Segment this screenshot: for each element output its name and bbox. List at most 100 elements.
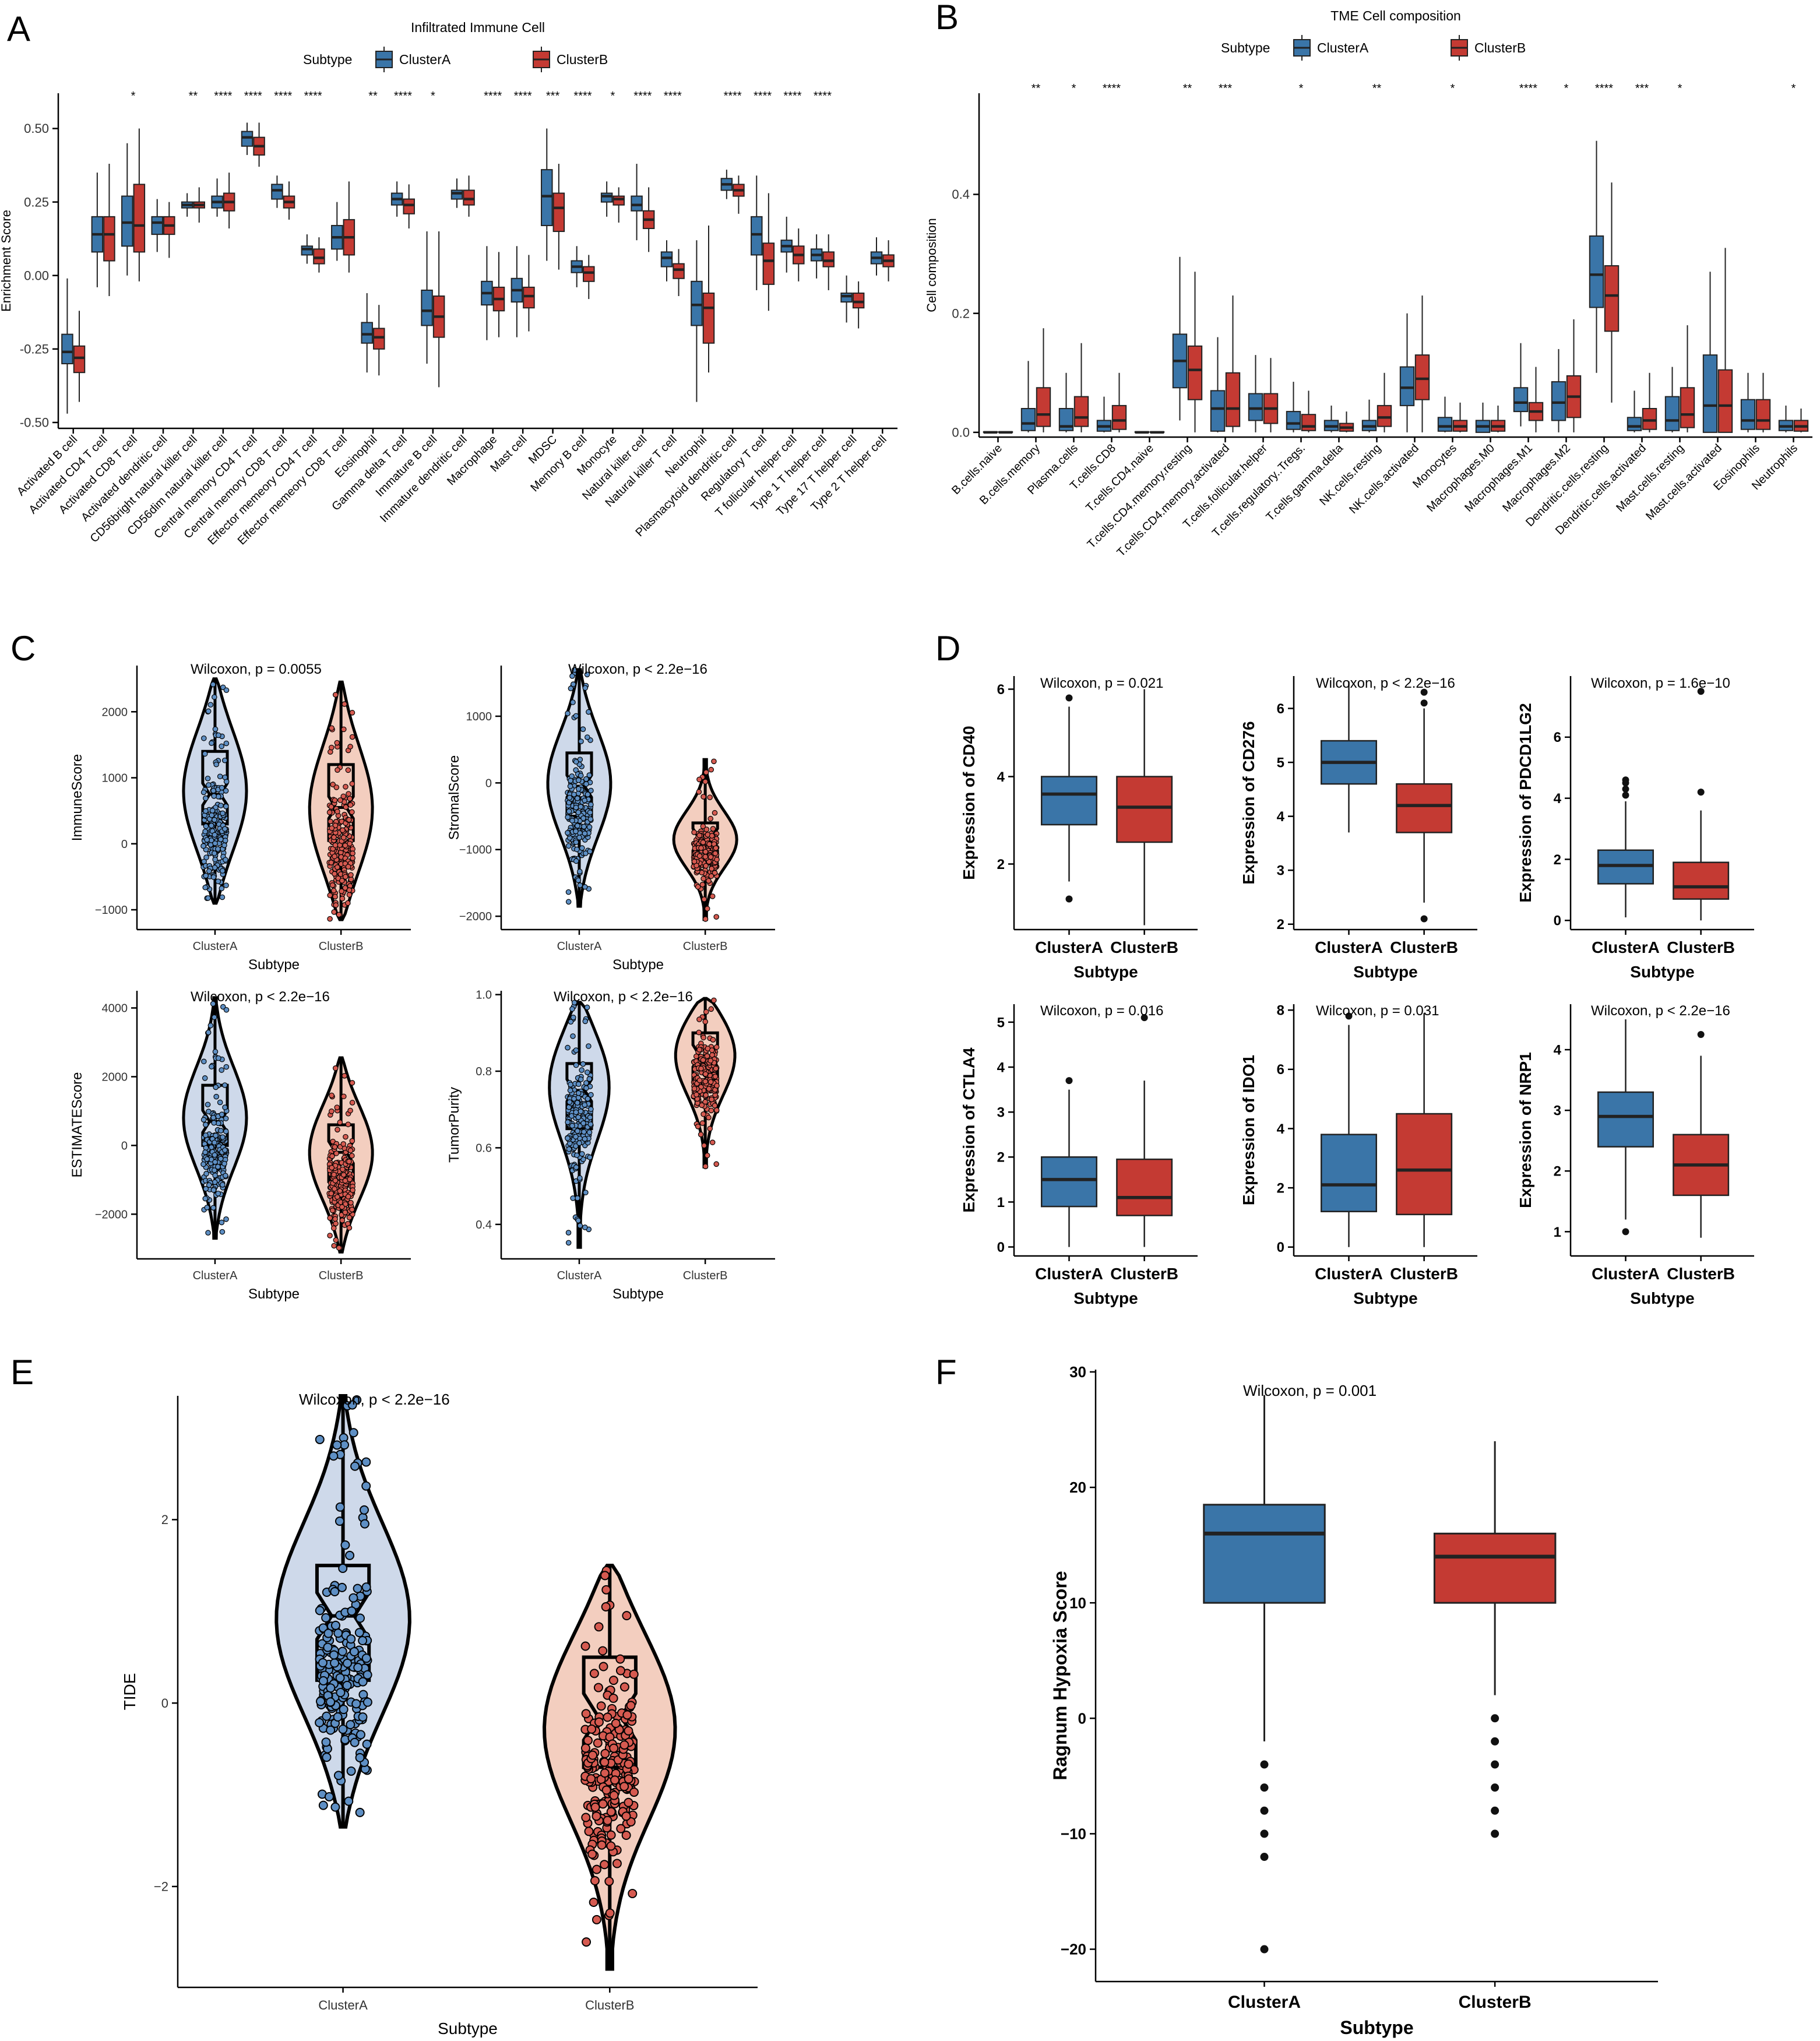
- data-point: [347, 1400, 357, 1410]
- panel-F-chart: −20 −10 0 10 20 30 Ragnum Hypoxia Score Cluster…: [1050, 1363, 1658, 2038]
- outlier-point: [1260, 1760, 1269, 1769]
- x-tick-label: ClusterA: [193, 940, 238, 953]
- data-point: [575, 1114, 582, 1120]
- data-point: [590, 1802, 600, 1812]
- data-point: [698, 845, 704, 851]
- y-tick-label: 4: [1277, 809, 1285, 825]
- y-tick-label: 0: [1554, 913, 1561, 929]
- data-point: [358, 1712, 368, 1722]
- data-point: [587, 816, 594, 822]
- wilcoxon-annotation: Wilcoxon, p = 0.016: [1040, 1003, 1163, 1019]
- box-clusterA-23-box: [751, 216, 763, 256]
- box-clusterB-11-box: [403, 198, 415, 214]
- box-clusterB-1-box: [1036, 387, 1051, 427]
- data-point: [222, 1104, 228, 1110]
- box-clusterB-19-box: [1717, 369, 1733, 433]
- y-axis-title: Enrichment Score: [0, 210, 13, 312]
- data-point: [587, 1155, 593, 1160]
- data-point: [358, 1677, 368, 1687]
- data-point: [565, 1230, 572, 1236]
- data-point: [582, 1224, 588, 1230]
- data-point: [583, 776, 589, 782]
- box-clusterB-5-box: [1187, 345, 1203, 400]
- data-point: [350, 1187, 355, 1193]
- data-point: [203, 1186, 209, 1192]
- data-point: [334, 740, 340, 746]
- x-axis-title: Subtype: [612, 957, 664, 973]
- wilcoxon-annotation: Wilcoxon, p = 0.0055: [191, 661, 322, 677]
- data-point: [590, 1875, 600, 1885]
- box-clusterB-25-box: [822, 251, 835, 268]
- outlier-point: [1345, 1012, 1353, 1020]
- box-clusterB-20-box: [1755, 399, 1771, 430]
- data-point: [326, 1683, 336, 1693]
- data-point: [606, 1841, 616, 1851]
- box-clusterA-3-box: [151, 216, 163, 235]
- data-point: [624, 1726, 633, 1736]
- box-clusterA-12-box: [1437, 417, 1453, 432]
- panel-letter: A: [7, 9, 30, 48]
- data-point: [343, 804, 349, 810]
- data-point: [568, 1082, 573, 1088]
- data-point: [586, 709, 592, 715]
- data-point: [201, 736, 207, 741]
- data-point: [212, 726, 219, 732]
- data-point: [700, 794, 706, 800]
- data-point: [219, 784, 225, 791]
- data-point: [349, 1206, 355, 1213]
- y-tick-label: 2: [161, 1512, 168, 1527]
- data-point: [608, 1693, 618, 1703]
- box-clusterA-0-box: [61, 333, 73, 365]
- data-point: [343, 874, 348, 880]
- data-point: [347, 1148, 354, 1153]
- data-point: [565, 843, 572, 849]
- data-point: [582, 1136, 588, 1142]
- box-clusterB-6-box: [1225, 372, 1241, 427]
- category-label: Macrophages.M0: [1424, 442, 1497, 515]
- significance-label: ****: [244, 90, 262, 103]
- panel-D-subplot-2: 0 2 4 6 Expression of PDCD1LG2 ClusterA Cluste…: [1516, 675, 1754, 981]
- y-tick-label: 0.4: [476, 1219, 492, 1231]
- data-point: [332, 1177, 339, 1184]
- data-point: [578, 1109, 584, 1114]
- legend-label: ClusterB: [1474, 40, 1526, 55]
- box-clusterA-12-box: [421, 289, 433, 326]
- y-axis-title: TumorPurity: [446, 1087, 462, 1163]
- data-point: [584, 1004, 590, 1011]
- data-point: [205, 708, 212, 715]
- data-point: [582, 797, 588, 804]
- significance-label: ****: [1103, 82, 1121, 95]
- legend-title: Subtype: [303, 52, 352, 67]
- data-point: [216, 1055, 221, 1061]
- data-point: [610, 1775, 619, 1785]
- data-point: [577, 1223, 583, 1229]
- data-point: [346, 1224, 353, 1231]
- data-point: [324, 1792, 334, 1801]
- data-point: [695, 1124, 701, 1129]
- data-point: [340, 1141, 347, 1147]
- data-point: [624, 1774, 633, 1784]
- data-point: [203, 824, 209, 829]
- data-point: [346, 887, 353, 893]
- significance-label: ***: [546, 90, 560, 103]
- data-point: [582, 884, 588, 890]
- data-point: [603, 1712, 612, 1722]
- data-point: [353, 1663, 363, 1673]
- data-point: [202, 828, 208, 835]
- significance-label: ****: [394, 90, 412, 103]
- data-point: [348, 1593, 358, 1603]
- data-point: [213, 761, 219, 768]
- box-ClusterB-box: [1116, 1158, 1173, 1216]
- panel-letter: F: [935, 1353, 957, 1392]
- data-point: [336, 1688, 346, 1698]
- category-label: Effector memeory CD4 T cell: [205, 433, 319, 547]
- data-point: [223, 687, 230, 694]
- data-point: [565, 814, 571, 820]
- data-point: [573, 1134, 579, 1140]
- data-point: [348, 1199, 354, 1206]
- data-point: [201, 1058, 207, 1065]
- data-point: [349, 1647, 359, 1657]
- data-point: [219, 1111, 225, 1117]
- box-clusterB-2-box: [1073, 396, 1089, 427]
- data-point: [588, 1106, 594, 1112]
